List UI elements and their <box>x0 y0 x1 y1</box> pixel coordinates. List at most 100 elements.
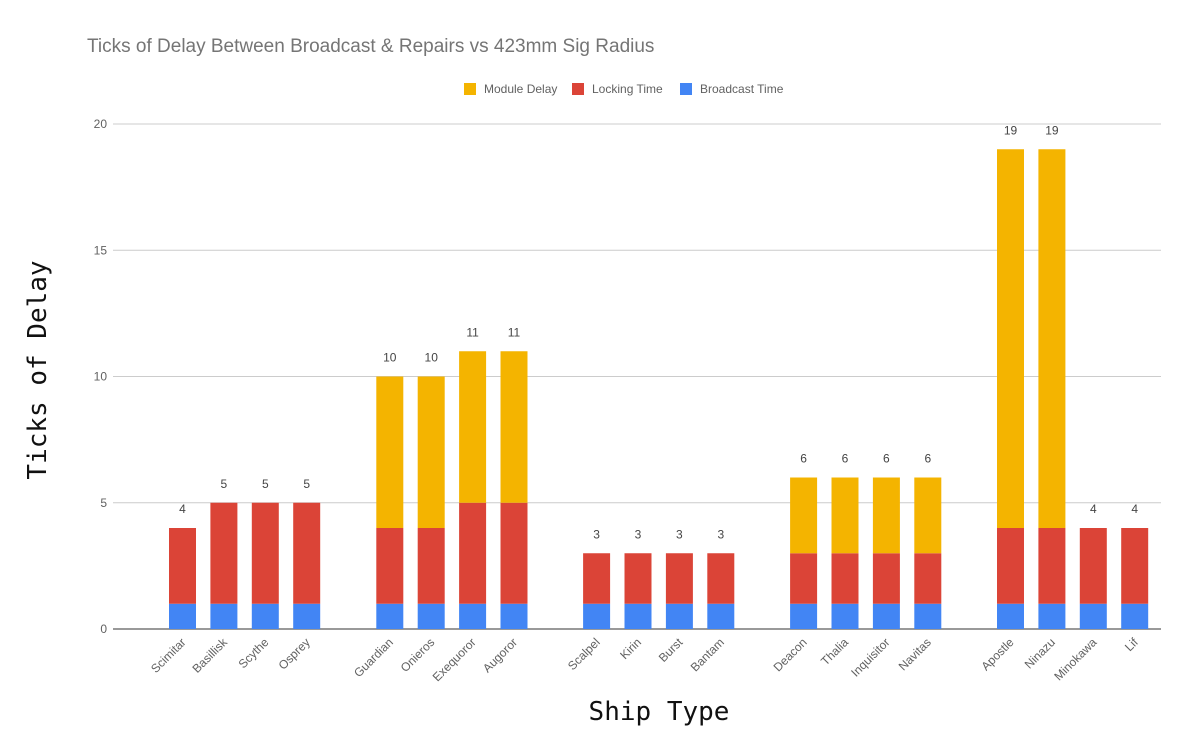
bar-segment-broadcast-time <box>997 603 1024 629</box>
bar-segment-module-delay <box>376 376 404 528</box>
x-tick-label: Scythe <box>236 635 272 671</box>
data-label: 5 <box>262 477 269 491</box>
data-label: 10 <box>425 351 439 365</box>
bar-segment-broadcast-time <box>500 603 528 629</box>
bar-segment-broadcast-time <box>1038 603 1066 629</box>
chart-title: Ticks of Delay Between Broadcast & Repai… <box>87 36 655 57</box>
x-tick-label: Scalpel <box>565 635 603 673</box>
bar-segment-module-delay <box>1038 149 1066 528</box>
bar-segment-broadcast-time <box>293 603 321 629</box>
data-label: 6 <box>842 452 849 466</box>
data-label: 10 <box>383 351 397 365</box>
legend-swatch <box>464 83 476 95</box>
bar-segment-locking-time <box>665 553 693 604</box>
data-label: 6 <box>800 452 807 466</box>
y-tick-label: 10 <box>94 370 108 384</box>
bar-segment-module-delay <box>831 477 859 554</box>
bar-segment-locking-time <box>1079 528 1107 604</box>
bar-segment-locking-time <box>210 502 238 604</box>
x-tick-label: Augoror <box>480 635 520 675</box>
bar-segment-locking-time <box>459 502 487 604</box>
data-label: 19 <box>1004 123 1018 137</box>
data-label: 19 <box>1045 123 1059 137</box>
data-label: 3 <box>717 527 724 541</box>
x-tick-label: Navitas <box>896 635 934 673</box>
data-label: 4 <box>179 502 186 516</box>
bar-segment-broadcast-time <box>831 603 859 629</box>
bar-segment-broadcast-time <box>169 603 196 629</box>
y-tick-labels: 0 5 10 15 20 <box>94 117 108 636</box>
x-tick-label: Onieros <box>398 635 438 675</box>
bar-segment-locking-time <box>914 553 942 604</box>
x-tick-label: Burst <box>656 635 686 665</box>
bar-segment-broadcast-time <box>872 603 900 629</box>
data-label: 6 <box>924 452 931 466</box>
bar-segment-broadcast-time <box>1121 603 1149 629</box>
bar-segment-broadcast-time <box>1079 603 1107 629</box>
bar-segment-broadcast-time <box>251 603 279 629</box>
bar-segment-broadcast-time <box>459 603 487 629</box>
bar-segment-module-delay <box>872 477 900 554</box>
x-tick-label: Inquisitor <box>848 635 892 679</box>
y-tick-label: 20 <box>94 117 108 131</box>
bar-segment-locking-time <box>707 553 735 604</box>
bar-segment-broadcast-time <box>790 603 818 629</box>
x-tick-label: Apostle <box>978 635 1016 673</box>
bar-segment-locking-time <box>376 528 404 604</box>
bar-segment-locking-time <box>293 502 321 604</box>
x-tick-label: Deacon <box>771 635 810 674</box>
bar-segment-broadcast-time <box>583 603 611 629</box>
bar-segment-locking-time <box>417 528 445 604</box>
x-tick-label: Bantam <box>688 635 727 674</box>
bar-segment-locking-time <box>872 553 900 604</box>
bar-segment-broadcast-time <box>707 603 735 629</box>
data-label: 5 <box>303 477 310 491</box>
data-label: 6 <box>883 452 890 466</box>
legend-swatch <box>680 83 692 95</box>
x-tick-label: Ninazu <box>1022 635 1058 671</box>
bar-segment-broadcast-time <box>417 603 445 629</box>
bar-segment-locking-time <box>583 553 611 604</box>
bar-segment-broadcast-time <box>376 603 404 629</box>
bar-segment-locking-time <box>790 553 818 604</box>
data-label: 11 <box>508 325 521 339</box>
legend-swatch <box>572 83 584 95</box>
bar-segment-broadcast-time <box>624 603 652 629</box>
x-tick-label: Osprey <box>276 635 313 672</box>
y-tick-label: 15 <box>94 243 108 257</box>
y-tick-label: 5 <box>100 496 107 510</box>
bars <box>169 149 1149 629</box>
y-axis-title: Ticks of Delay <box>23 260 53 479</box>
legend-label: Broadcast Time <box>700 82 784 96</box>
data-label: 3 <box>593 527 600 541</box>
bar-segment-broadcast-time <box>665 603 693 629</box>
data-label: 3 <box>635 527 642 541</box>
data-labels: 4 5 5 5 10 10 11 11 3 3 3 3 6 6 6 6 19 19 4 4 <box>179 123 1138 541</box>
legend: Module Delay Locking Time Broadcast Time <box>464 82 784 96</box>
bar-segment-locking-time <box>500 502 528 604</box>
legend-label: Module Delay <box>484 82 557 96</box>
bar-segment-module-delay <box>459 351 487 503</box>
bar-segment-locking-time <box>831 553 859 604</box>
bar-segment-module-delay <box>790 477 818 554</box>
x-tick-label: Basillisk <box>189 635 230 676</box>
bar-segment-locking-time <box>169 528 196 604</box>
x-tick-label: Guardian <box>351 635 396 680</box>
x-tick-label: Lif <box>1122 635 1141 654</box>
x-tick-label: Minokawa <box>1051 635 1099 683</box>
bar-segment-module-delay <box>500 351 528 503</box>
data-label: 4 <box>1131 502 1138 516</box>
bar-segment-broadcast-time <box>914 603 942 629</box>
legend-label: Locking Time <box>592 82 663 96</box>
data-label: 4 <box>1090 502 1097 516</box>
x-tick-label: Kirin <box>617 635 644 662</box>
bar-segment-locking-time <box>1121 528 1149 604</box>
y-tick-label: 0 <box>100 622 107 636</box>
bar-segment-locking-time <box>1038 528 1066 604</box>
bar-segment-module-delay <box>914 477 942 554</box>
data-label: 5 <box>221 477 228 491</box>
x-tick-label: Scimitar <box>148 635 189 676</box>
bar-segment-module-delay <box>997 149 1024 528</box>
